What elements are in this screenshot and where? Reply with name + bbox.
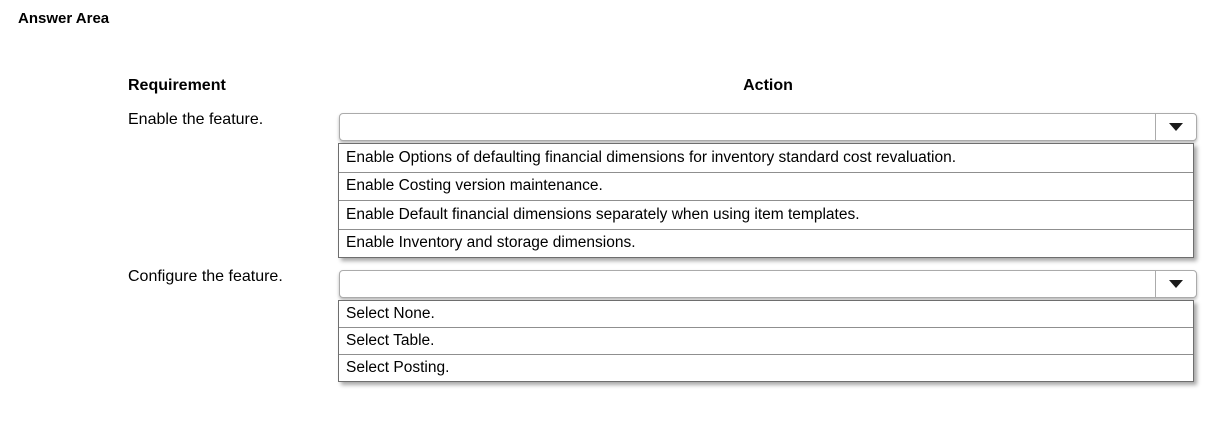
row-label-enable-feature: Enable the feature. (128, 111, 264, 128)
option-select-table[interactable]: Select Table. (339, 328, 1193, 355)
column-header-requirement: Requirement (128, 77, 226, 94)
enable-feature-option-list: Enable Options of defaulting financial d… (338, 143, 1194, 258)
option-enable-options-defaulting[interactable]: Enable Options of defaulting financial d… (339, 144, 1193, 173)
answer-area-title: Answer Area (18, 10, 110, 27)
column-header-action: Action (743, 77, 793, 94)
option-select-posting[interactable]: Select Posting. (339, 355, 1193, 381)
enable-feature-dropdown-arrow-button[interactable] (1155, 114, 1196, 140)
chevron-down-icon (1169, 123, 1183, 131)
row-label-configure-feature: Configure the feature. (128, 268, 283, 285)
chevron-down-icon (1169, 280, 1183, 288)
enable-feature-dropdown[interactable] (339, 113, 1197, 141)
option-enable-inventory-storage[interactable]: Enable Inventory and storage dimensions. (339, 229, 1193, 257)
configure-feature-dropdown[interactable] (339, 270, 1197, 298)
option-enable-default-financial-dimensions[interactable]: Enable Default financial dimensions sepa… (339, 201, 1193, 230)
option-enable-costing-version[interactable]: Enable Costing version maintenance. (339, 172, 1193, 201)
configure-feature-option-list: Select None. Select Table. Select Postin… (338, 300, 1194, 382)
configure-feature-dropdown-arrow-button[interactable] (1155, 271, 1196, 297)
option-select-none[interactable]: Select None. (339, 301, 1193, 328)
